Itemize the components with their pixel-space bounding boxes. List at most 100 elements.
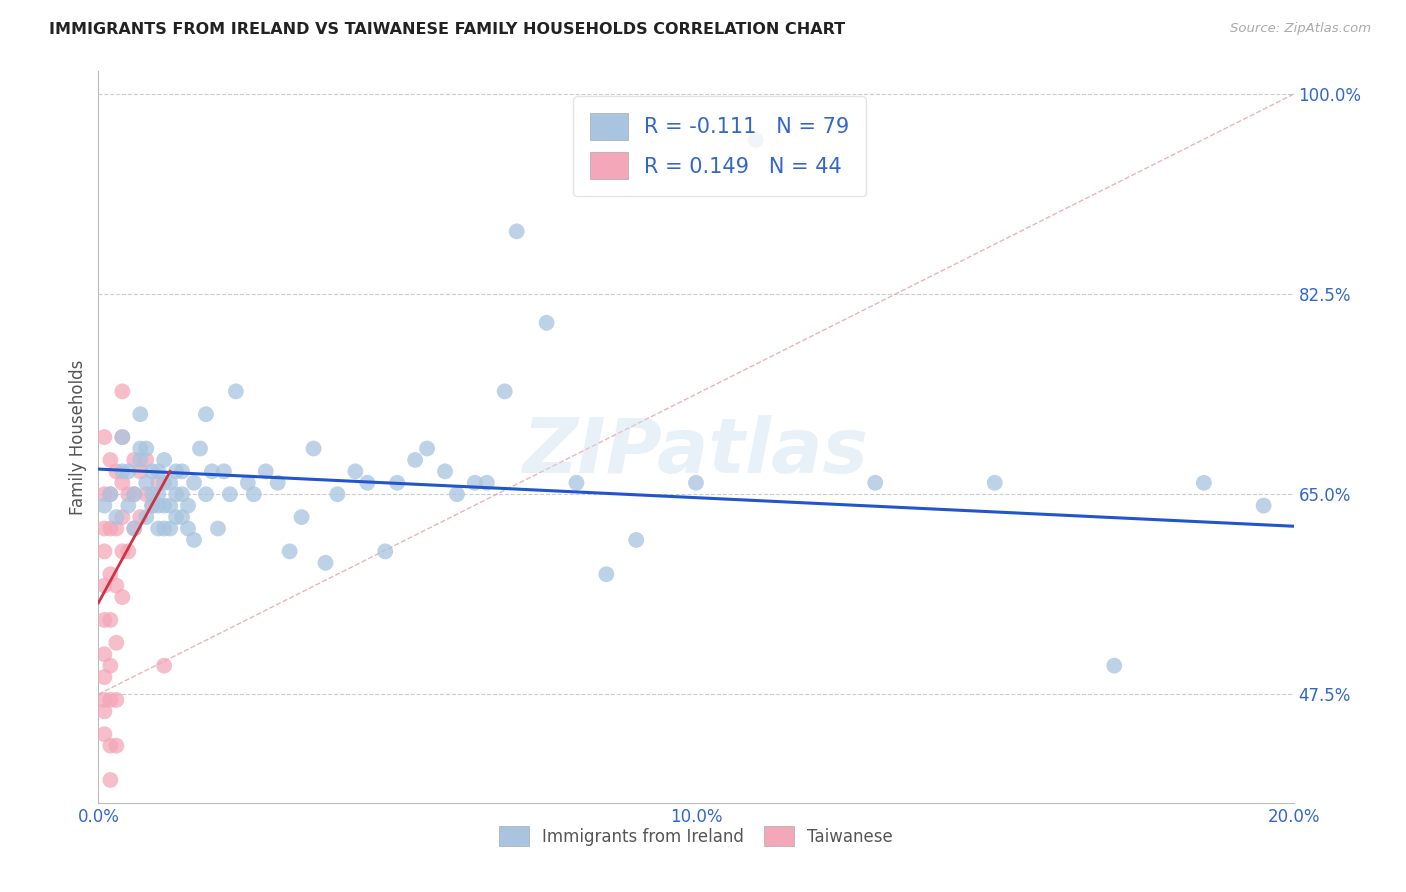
- Point: [153, 499, 176, 513]
- Point: [315, 556, 337, 570]
- Point: [98, 567, 122, 582]
- Point: [105, 510, 128, 524]
- Point: [153, 658, 176, 673]
- Point: [117, 464, 139, 478]
- Point: [93, 487, 115, 501]
- Point: [105, 693, 128, 707]
- Point: [129, 442, 152, 456]
- Text: IMMIGRANTS FROM IRELAND VS TAIWANESE FAMILY HOUSEHOLDS CORRELATION CHART: IMMIGRANTS FROM IRELAND VS TAIWANESE FAM…: [49, 22, 845, 37]
- Legend: Immigrants from Ireland, Taiwanese: Immigrants from Ireland, Taiwanese: [492, 820, 900, 853]
- Point: [172, 487, 194, 501]
- Point: [148, 499, 170, 513]
- Point: [111, 590, 134, 604]
- Point: [626, 533, 648, 547]
- Point: [111, 384, 134, 399]
- Point: [172, 464, 194, 478]
- Point: [475, 475, 498, 490]
- Point: [105, 579, 128, 593]
- Point: [93, 579, 115, 593]
- Point: [446, 487, 468, 501]
- Point: [135, 442, 157, 456]
- Point: [124, 453, 146, 467]
- Point: [219, 487, 242, 501]
- Point: [434, 464, 457, 478]
- Point: [165, 487, 187, 501]
- Point: [243, 487, 266, 501]
- Point: [494, 384, 516, 399]
- Point: [254, 464, 277, 478]
- Point: [416, 442, 439, 456]
- Point: [278, 544, 301, 558]
- Point: [685, 475, 707, 490]
- Point: [148, 475, 170, 490]
- Point: [98, 521, 122, 535]
- Point: [98, 658, 122, 673]
- Point: [135, 475, 157, 490]
- Point: [111, 544, 134, 558]
- Point: [117, 499, 139, 513]
- Point: [745, 133, 768, 147]
- Point: [93, 499, 115, 513]
- Point: [165, 510, 187, 524]
- Point: [135, 453, 157, 467]
- Point: [141, 499, 163, 513]
- Point: [105, 521, 128, 535]
- Point: [385, 475, 409, 490]
- Point: [141, 464, 163, 478]
- Point: [93, 613, 115, 627]
- Point: [153, 453, 176, 467]
- Point: [93, 693, 115, 707]
- Y-axis label: Family Households: Family Households: [69, 359, 87, 515]
- Point: [148, 487, 170, 501]
- Point: [105, 464, 128, 478]
- Point: [124, 521, 146, 535]
- Point: [111, 430, 134, 444]
- Point: [195, 407, 218, 421]
- Point: [201, 464, 224, 478]
- Point: [135, 510, 157, 524]
- Point: [105, 739, 128, 753]
- Point: [148, 521, 170, 535]
- Point: [267, 475, 290, 490]
- Point: [141, 499, 163, 513]
- Point: [105, 636, 128, 650]
- Text: Source: ZipAtlas.com: Source: ZipAtlas.com: [1230, 22, 1371, 36]
- Point: [135, 487, 157, 501]
- Point: [98, 772, 122, 787]
- Point: [177, 499, 200, 513]
- Point: [302, 442, 325, 456]
- Point: [129, 407, 152, 421]
- Point: [291, 510, 314, 524]
- Point: [93, 544, 115, 558]
- Point: [129, 510, 152, 524]
- Point: [183, 533, 205, 547]
- Point: [565, 475, 588, 490]
- Point: [326, 487, 349, 501]
- Point: [98, 453, 122, 467]
- Point: [98, 487, 122, 501]
- Point: [129, 453, 152, 467]
- Point: [159, 521, 181, 535]
- Point: [212, 464, 235, 478]
- Point: [159, 499, 181, 513]
- Point: [195, 487, 218, 501]
- Point: [124, 487, 146, 501]
- Point: [984, 475, 1007, 490]
- Point: [177, 521, 200, 535]
- Point: [595, 567, 617, 582]
- Point: [1253, 499, 1275, 513]
- Point: [93, 727, 115, 741]
- Point: [153, 521, 176, 535]
- Point: [356, 475, 378, 490]
- Point: [93, 521, 115, 535]
- Point: [129, 464, 152, 478]
- Point: [141, 487, 163, 501]
- Text: ZIPatlas: ZIPatlas: [523, 415, 869, 489]
- Point: [404, 453, 426, 467]
- Point: [111, 510, 134, 524]
- Point: [207, 521, 229, 535]
- Point: [344, 464, 367, 478]
- Point: [124, 487, 146, 501]
- Point: [536, 316, 558, 330]
- Point: [98, 739, 122, 753]
